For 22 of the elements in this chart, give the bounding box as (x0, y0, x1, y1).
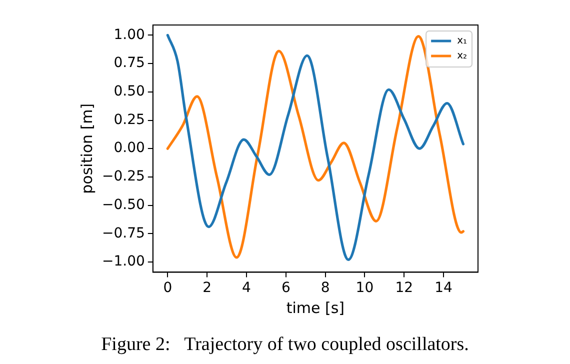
x-tick-label: 10 (356, 280, 374, 296)
x-tick-label: 14 (434, 280, 453, 296)
caption: Figure 2: Trajectory of two coupled oscillators. (100, 334, 470, 356)
legend-label: x₂ (457, 50, 468, 62)
x-tick-label: 4 (242, 280, 252, 296)
x-tick-label: 8 (320, 280, 330, 296)
y-tick-label: 0.00 (114, 140, 145, 156)
y-tick-label: −1.00 (102, 254, 145, 270)
y-axis-title: position [m] (78, 103, 96, 194)
y-tick-label: 0.75 (114, 55, 145, 72)
y-tick-label: −0.25 (102, 168, 145, 185)
y-tick-label: 0.25 (114, 112, 145, 128)
x-tick-label: 12 (395, 280, 414, 296)
x-tick-label: 6 (281, 280, 290, 296)
y-tick-label: 0.50 (114, 84, 145, 100)
x-axis-title: time [s] (286, 298, 345, 317)
y-tick-label: −0.50 (102, 196, 145, 213)
y-tick-label: −0.75 (102, 225, 145, 242)
y-tick-label: 1.00 (114, 26, 145, 43)
x-tick-label: 0 (163, 280, 172, 296)
legend-label: x₁ (457, 36, 468, 47)
x-tick-label: 2 (202, 280, 212, 296)
